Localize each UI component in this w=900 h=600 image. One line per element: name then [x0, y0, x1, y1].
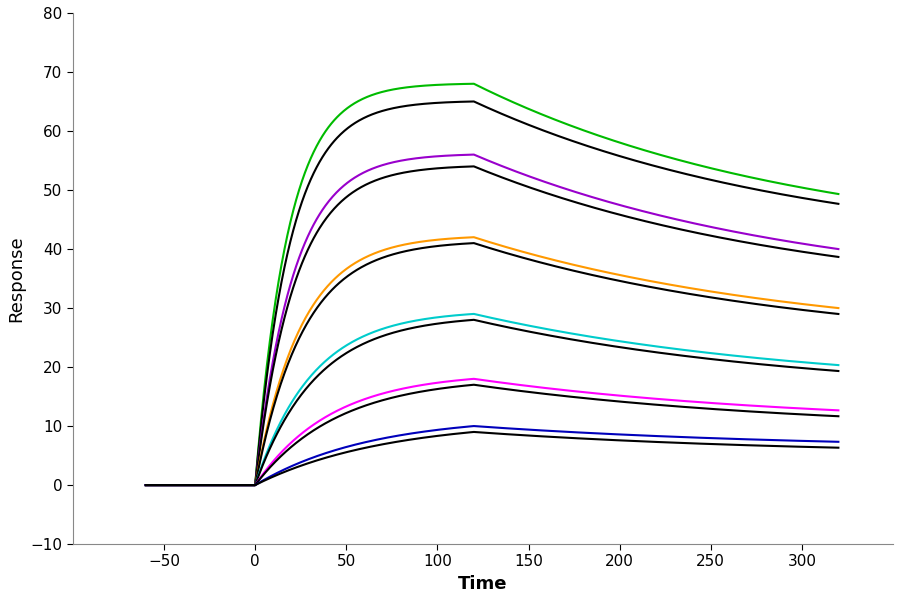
Y-axis label: Response: Response: [7, 235, 25, 322]
Text: RU: RU: [73, 0, 99, 2]
X-axis label: Time: Time: [458, 575, 508, 593]
